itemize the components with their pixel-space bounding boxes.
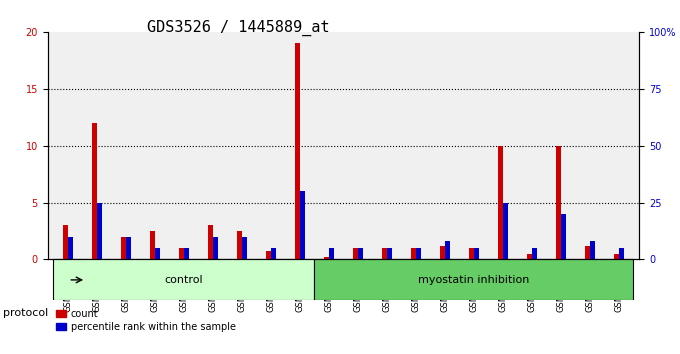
Bar — [560, 214, 566, 259]
Bar — [266, 251, 271, 259]
Bar — [469, 248, 474, 259]
Bar — [63, 225, 68, 259]
Bar — [97, 202, 102, 259]
Text: control: control — [165, 275, 203, 285]
Bar — [120, 237, 126, 259]
Bar — [415, 248, 421, 259]
Bar — [387, 248, 392, 259]
Text: protocol: protocol — [3, 308, 49, 318]
Bar — [585, 246, 590, 259]
Bar — [294, 43, 300, 259]
Bar — [314, 259, 633, 301]
Bar — [150, 231, 155, 259]
Bar — [613, 254, 619, 259]
Bar — [439, 246, 445, 259]
Text: myostatin inhibition: myostatin inhibition — [418, 275, 530, 285]
Bar — [54, 259, 314, 301]
Bar — [556, 145, 561, 259]
Bar — [213, 237, 218, 259]
Bar — [207, 225, 213, 259]
Text: GDS3526 / 1445889_at: GDS3526 / 1445889_at — [147, 19, 329, 36]
Bar — [503, 202, 508, 259]
Bar — [619, 248, 624, 259]
Bar — [474, 248, 479, 259]
Bar — [590, 241, 595, 259]
Bar — [324, 257, 329, 259]
Bar — [411, 248, 416, 259]
Bar — [92, 123, 97, 259]
Bar — [67, 237, 73, 259]
Bar — [445, 241, 450, 259]
Bar — [381, 248, 387, 259]
Bar — [352, 248, 358, 259]
Bar — [532, 248, 537, 259]
Bar — [300, 191, 305, 259]
Bar — [498, 145, 503, 259]
Bar — [241, 237, 248, 259]
Bar — [126, 237, 131, 259]
Bar — [154, 248, 160, 259]
Bar — [271, 248, 276, 259]
Bar — [328, 248, 335, 259]
Bar — [358, 248, 363, 259]
Bar — [184, 248, 189, 259]
Bar — [237, 231, 242, 259]
Legend: count, percentile rank within the sample: count, percentile rank within the sample — [52, 305, 240, 336]
Bar — [179, 248, 184, 259]
Bar — [526, 254, 532, 259]
